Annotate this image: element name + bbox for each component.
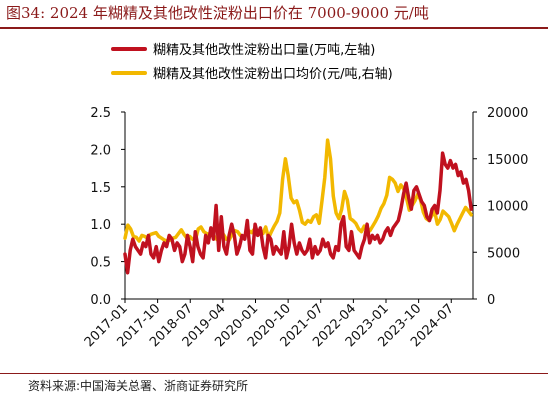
y-left-tick-label: 2.0 [90, 143, 111, 158]
y-left-tick-label: 1.5 [90, 181, 111, 196]
y-left-tick-label: 2.5 [90, 106, 111, 121]
plot-area [123, 138, 473, 275]
y-right-tick-label: 10000 [487, 200, 528, 215]
legend-label-price: 糊精及其他改性淀粉出口均价(元/吨,右轴) [153, 66, 393, 82]
y-right-tick-label: 0 [487, 293, 495, 308]
y-right-tick-label: 20000 [487, 106, 528, 121]
y-right-tick-label: 15000 [487, 153, 528, 168]
y-left-tick-label: 0.0 [90, 293, 111, 308]
y-left-tick-label: 0.5 [90, 256, 111, 271]
title-divider [0, 27, 548, 29]
legend: 糊精及其他改性淀粉出口量(万吨,左轴) 糊精及其他改性淀粉出口均价(元/吨,右轴… [111, 42, 393, 82]
legend-label-volume: 糊精及其他改性淀粉出口量(万吨,左轴) [153, 42, 375, 58]
chart: 糊精及其他改性淀粉出口量(万吨,左轴) 糊精及其他改性淀粉出口均价(元/吨,右轴… [82, 42, 529, 350]
series-line-volume [123, 151, 473, 275]
figure-title: 图34: 2024 年糊精及其他改性淀粉出口价在 7000-9000 元/吨 [6, 4, 429, 22]
y-right-tick-label: 5000 [487, 246, 520, 261]
axes: 0.00.51.01.52.02.50500010000150002000020… [82, 106, 529, 350]
footer-divider [0, 373, 548, 374]
source-note: 资料来源:中国海关总署、浙商证券研究所 [28, 379, 249, 393]
y-left-tick-label: 1.0 [90, 218, 111, 233]
